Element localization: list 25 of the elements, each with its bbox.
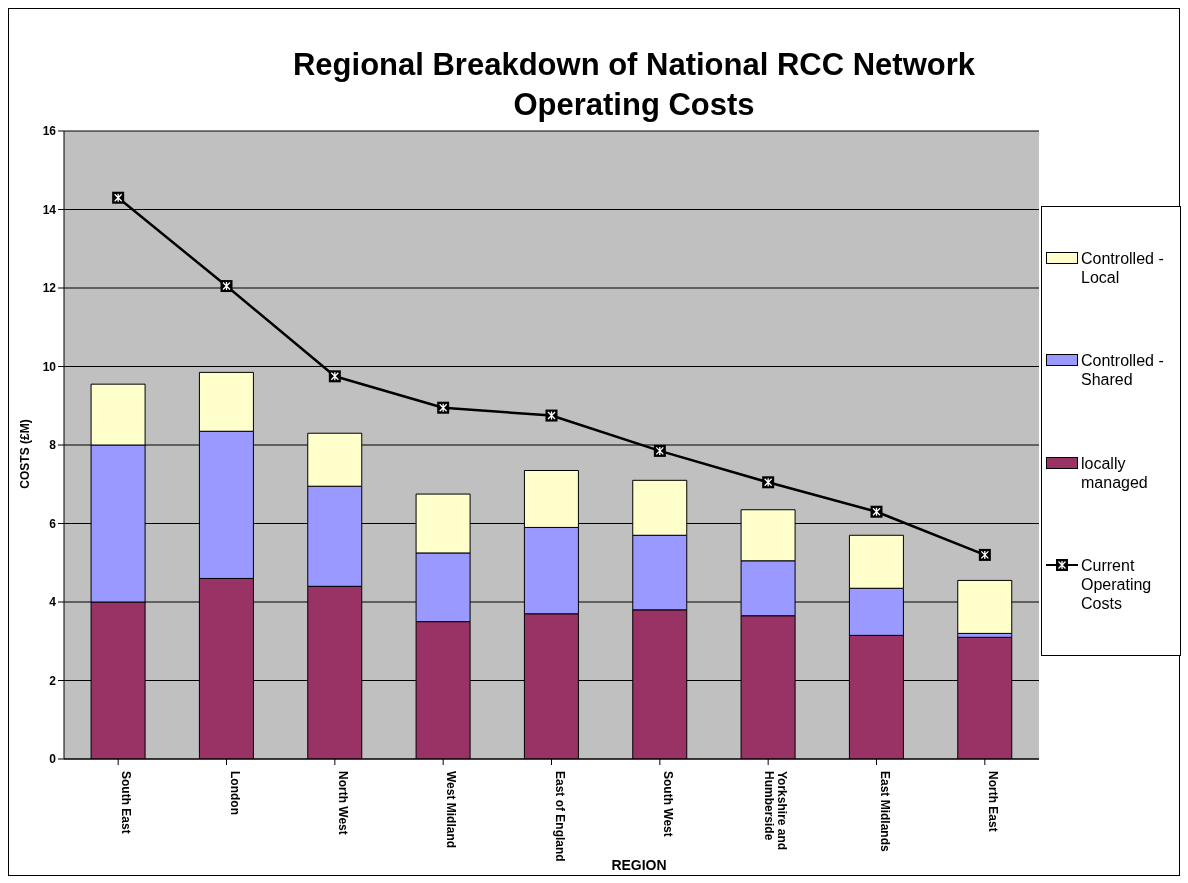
legend-label: Controlled - Shared <box>1081 351 1165 390</box>
x-tick-label: West Midland <box>444 771 459 849</box>
x-axis-title: REGION <box>610 857 668 873</box>
y-tick-label: 2 <box>49 673 57 688</box>
x-tick-label: North West <box>335 771 350 835</box>
chart-title: Regional Breakdown of National RCC Network Operating Costs <box>291 46 977 124</box>
y-tick-label: 16 <box>42 124 57 139</box>
legend-label: locally managed <box>1081 453 1149 492</box>
y-tick-label: 0 <box>49 752 57 767</box>
y-tick-label: 6 <box>49 516 57 531</box>
y-tick-label: 4 <box>49 595 57 610</box>
x-tick-label: East of England <box>552 771 567 862</box>
legend-label: Current Operating Costs <box>1081 555 1153 613</box>
y-tick-label: 8 <box>49 438 57 453</box>
x-tick-label: Yorkshire and Humberside <box>762 771 790 851</box>
legend-label: Controlled - Local <box>1081 249 1165 288</box>
x-tick-label: North East <box>985 771 1000 832</box>
y-tick-label: 14 <box>42 202 57 217</box>
x-tick-label: East Midlands <box>877 771 892 853</box>
x-tick-label: South West <box>660 771 675 837</box>
x-tick-label: London <box>227 771 242 815</box>
y-tick-label: 12 <box>42 281 57 296</box>
y-axis-title: COSTS (£M) <box>18 419 32 489</box>
y-tick-label: 10 <box>42 359 57 374</box>
x-tick-label: South East <box>119 771 134 834</box>
